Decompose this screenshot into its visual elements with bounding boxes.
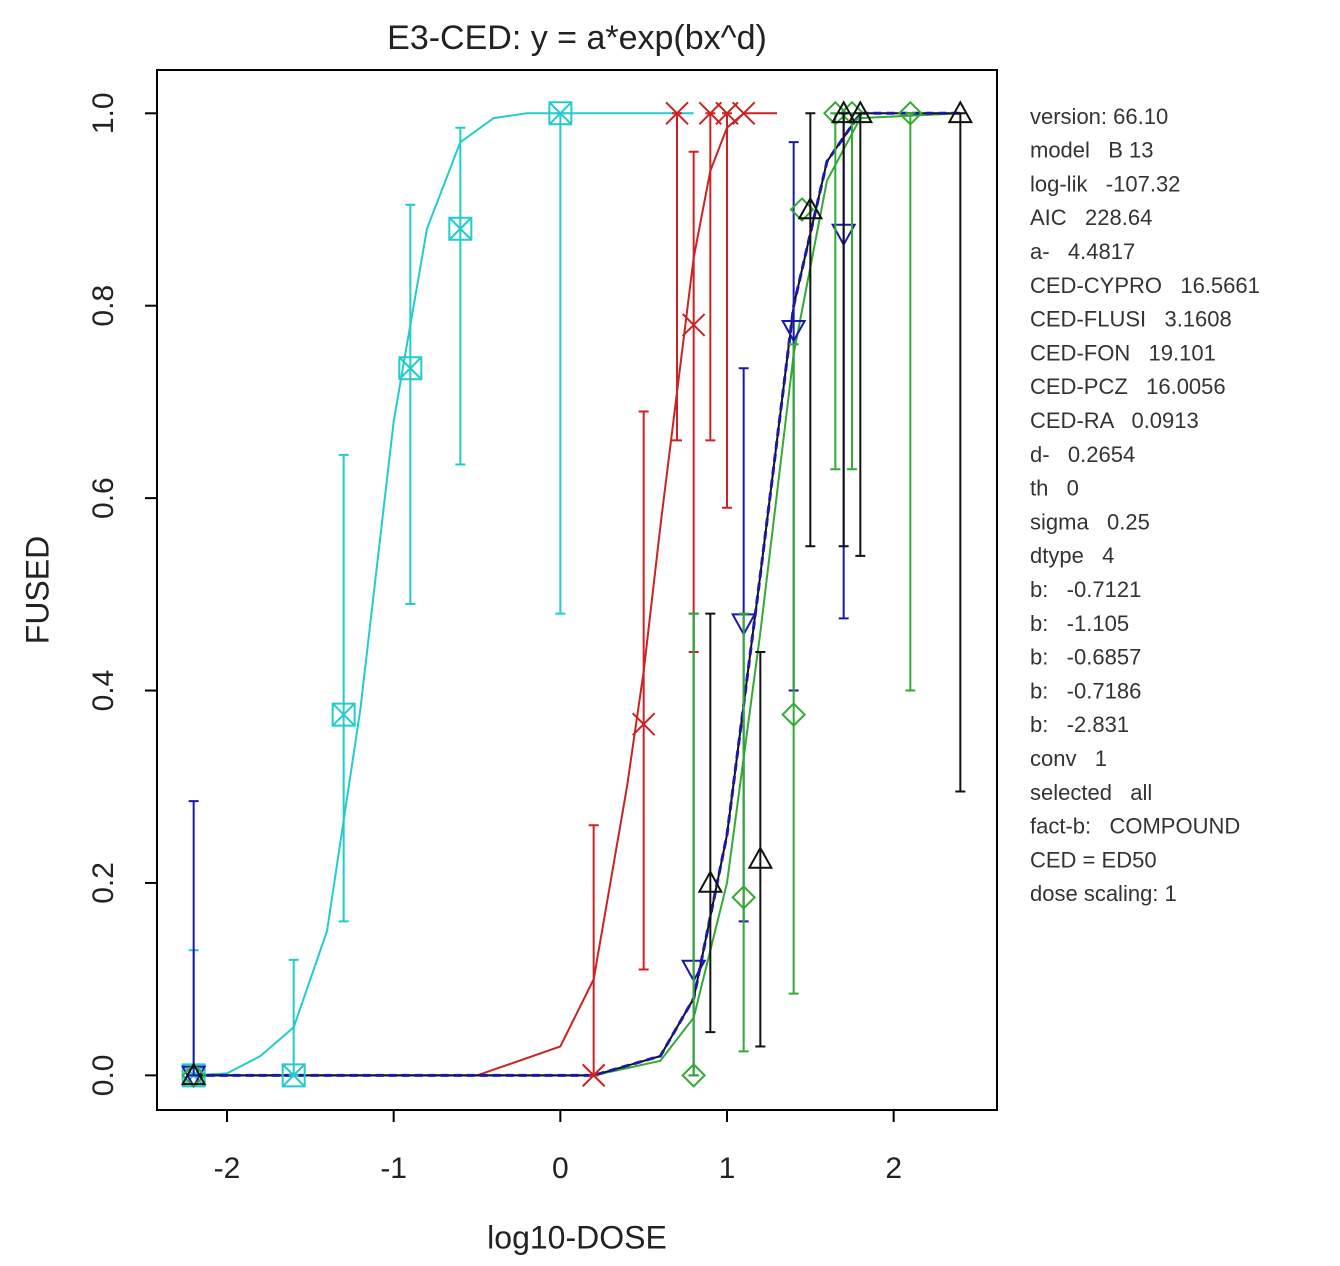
data-point: [781, 702, 807, 728]
x-tick-label: -1: [380, 1152, 407, 1185]
model-info: b: -1.105: [1030, 611, 1129, 636]
error-bar: [830, 112, 841, 471]
data-point: [822, 100, 848, 126]
model-info: b: -0.7121: [1030, 577, 1141, 602]
error-bar: [688, 150, 699, 654]
data-point: [731, 884, 757, 910]
data-point: [780, 319, 807, 343]
y-tick-label: 0.6: [87, 477, 120, 519]
model-info: CED = ED50: [1030, 847, 1157, 872]
model-info: dtype 4: [1030, 543, 1114, 568]
data-point: [897, 100, 923, 126]
data-point: [398, 356, 423, 381]
data-point: [181, 1062, 207, 1088]
model-info: CED-RA 0.0913: [1030, 408, 1199, 433]
error-bar: [188, 800, 199, 1077]
data-point: [731, 101, 756, 126]
model-info: CED-FLUSI 3.1608: [1030, 307, 1232, 332]
error-bar: [672, 112, 682, 442]
data-point: [180, 1062, 207, 1086]
error-bar: [722, 112, 732, 509]
model-info: sigma 0.25: [1030, 509, 1150, 534]
model-info: fact-b: COMPOUND: [1030, 814, 1240, 839]
data-point: [631, 712, 656, 736]
x-tick-label: -2: [214, 1152, 241, 1185]
data-point: [180, 1065, 207, 1089]
data-point: [448, 216, 473, 241]
error-bar: [705, 612, 716, 1034]
model-info: a- 4.4817: [1030, 239, 1135, 264]
error-bar: [588, 824, 599, 1077]
data-point: [581, 1063, 606, 1088]
x-tick-label: 0: [552, 1152, 569, 1185]
data-point: [847, 100, 874, 124]
model-info: log-lik -107.32: [1030, 171, 1180, 196]
data-point: [281, 1063, 306, 1088]
fit-curve: [193, 112, 777, 1077]
model-info: selected all: [1030, 780, 1152, 805]
error-bar: [338, 453, 349, 923]
data-point: [839, 100, 865, 126]
data-point: [665, 101, 689, 126]
plot-frame: [156, 69, 998, 1111]
y-tick-label: 0.8: [87, 285, 120, 327]
data-point: [331, 702, 356, 727]
model-info: AIC 228.64: [1030, 205, 1152, 230]
error-bar: [855, 112, 866, 557]
x-axis-label: log10-DOSE: [487, 1219, 667, 1255]
model-info: th 0: [1030, 476, 1079, 501]
model-info: conv 1: [1030, 746, 1107, 771]
model-info: CED-FON 19.101: [1030, 340, 1216, 365]
error-bar: [838, 112, 849, 548]
data-point: [747, 845, 774, 869]
x-tick-label: 2: [885, 1152, 902, 1185]
error-bar: [905, 112, 916, 692]
data-point: [681, 313, 706, 337]
data-point: [947, 100, 974, 124]
y-tick-label: 1.0: [87, 92, 120, 134]
model-info: dose scaling: 1: [1030, 881, 1177, 906]
error-bar: [638, 410, 649, 971]
model-info: version: 66.10: [1030, 104, 1168, 129]
fit-curve: [193, 111, 961, 1077]
model-info: b: -2.831: [1030, 712, 1129, 737]
y-tick-label: 0.2: [87, 862, 120, 904]
error-bar: [788, 343, 799, 995]
error-bar: [805, 112, 816, 548]
data-point: [697, 869, 724, 893]
error-bar: [738, 612, 749, 1053]
data-point: [715, 101, 739, 126]
model-info: d- 0.2654: [1030, 442, 1135, 467]
model-info: CED-PCZ 16.0056: [1030, 374, 1226, 399]
data-point: [548, 101, 573, 126]
data-point: [797, 196, 824, 220]
error-bar: [405, 203, 416, 605]
error-bar: [688, 612, 699, 1077]
y-tick-label: 0.4: [87, 670, 120, 712]
fit-curve: [193, 112, 694, 1077]
fit-curve: [193, 112, 961, 1077]
x-tick-label: 1: [719, 1152, 736, 1185]
chart-title: E3-CED: y = a*exp(bx^d): [387, 19, 767, 57]
error-bar: [847, 112, 857, 471]
model-info: b: -0.6857: [1030, 645, 1141, 670]
fit-curve: [193, 112, 961, 1077]
error-bar: [555, 112, 566, 615]
model-info: CED-CYPRO 16.5661: [1030, 273, 1260, 298]
data-point: [698, 101, 723, 126]
model-info: model B 13: [1030, 138, 1154, 163]
error-bar: [955, 112, 966, 793]
error-bar: [455, 126, 466, 466]
y-tick-label: 0.0: [87, 1055, 120, 1097]
data-point: [681, 1062, 707, 1088]
y-axis-label: FUSED: [19, 536, 55, 644]
model-info: b: -0.7186: [1030, 678, 1141, 703]
data-point: [830, 100, 857, 124]
